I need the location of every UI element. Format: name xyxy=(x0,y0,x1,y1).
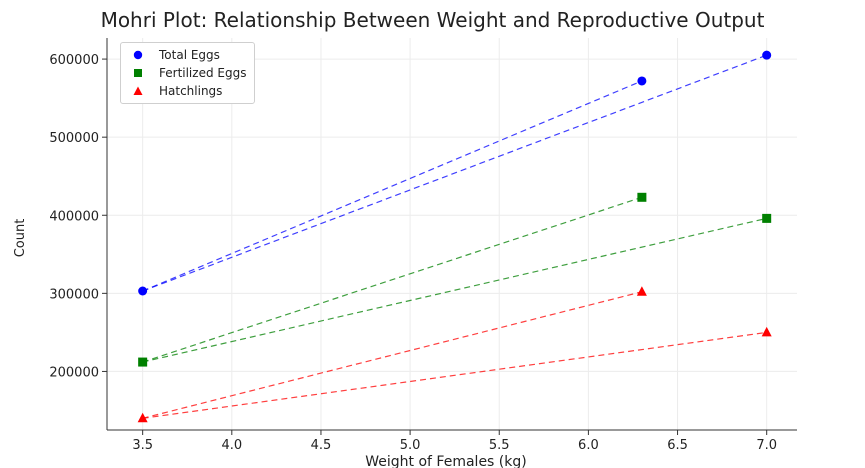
x-tick-label: 6.0 xyxy=(578,438,599,453)
legend-item-total-eggs: Total Eggs xyxy=(127,46,246,64)
series-line-hatchlings xyxy=(142,331,767,419)
series-line-fertilized-eggs xyxy=(142,217,767,363)
grid-lines xyxy=(107,38,797,430)
point-hatchlings xyxy=(137,412,148,423)
y-axis-label: Count xyxy=(13,219,28,258)
point-hatchlings xyxy=(636,286,647,296)
point-fertilized-eggs xyxy=(762,213,772,223)
x-tick-label: 7.0 xyxy=(756,438,777,453)
y-tick-label: 300000 xyxy=(49,287,99,302)
circle-marker-icon xyxy=(127,49,149,61)
series-line-hatchlings xyxy=(142,291,643,419)
axes xyxy=(106,38,797,431)
x-tick-label: 4.5 xyxy=(311,438,332,453)
legend-item-fertilized-eggs: Fertilized Eggs xyxy=(127,64,246,82)
series-line-total-eggs xyxy=(142,80,643,292)
x-tick-label: 5.5 xyxy=(489,438,510,453)
point-total-eggs xyxy=(138,286,148,296)
series-line-total-eggs xyxy=(142,54,767,292)
series-lines xyxy=(142,54,767,419)
chart-title: Mohri Plot: Relationship Between Weight … xyxy=(100,8,765,32)
triangle-marker-icon xyxy=(127,85,149,97)
point-fertilized-eggs xyxy=(637,192,647,202)
legend-label: Fertilized Eggs xyxy=(159,66,247,80)
x-tick-label: 3.5 xyxy=(132,438,153,453)
y-tick-label: 500000 xyxy=(49,131,99,146)
square-marker-icon xyxy=(127,67,149,79)
x-axis-label: Weight of Females (kg) xyxy=(365,454,526,468)
series-line-fertilized-eggs xyxy=(142,196,643,363)
x-tick-label: 5.0 xyxy=(400,438,421,453)
legend: Total Eggs Fertilized Eggs Hatchlings xyxy=(120,42,256,104)
point-total-eggs xyxy=(762,50,772,60)
legend-label: Total Eggs xyxy=(159,48,220,62)
point-fertilized-eggs xyxy=(138,357,148,367)
legend-item-hatchlings: Hatchlings xyxy=(127,82,246,100)
x-tick-label: 6.5 xyxy=(667,438,688,453)
ticks: 3.5 4.0 4.5 5.0 5.5 6.0 6.5 7.0 200000 300000 4000… xyxy=(49,53,777,453)
x-tick-label: 4.0 xyxy=(221,438,242,453)
legend-label: Hatchlings xyxy=(159,84,223,98)
y-tick-label: 400000 xyxy=(49,209,99,224)
y-tick-label: 200000 xyxy=(49,365,99,380)
series-markers xyxy=(137,50,772,423)
point-total-eggs xyxy=(637,76,647,86)
point-hatchlings xyxy=(761,326,772,337)
y-tick-label: 600000 xyxy=(49,53,99,68)
